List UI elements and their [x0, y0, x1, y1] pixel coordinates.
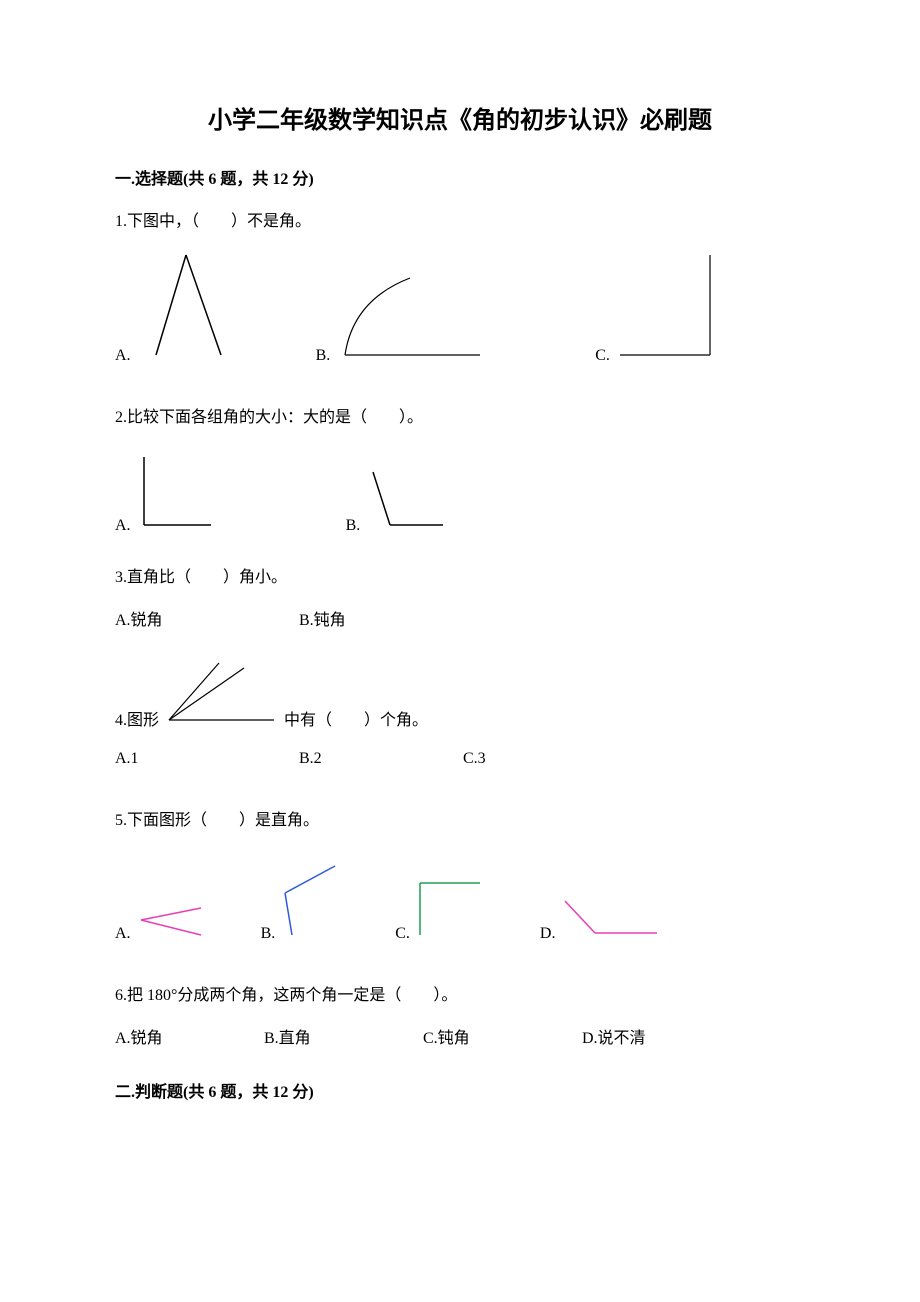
q4-row: 4.图形 中有（ ）个角。: [115, 660, 805, 730]
q5-option-d: D.: [540, 898, 661, 943]
q6-optB: B.直角: [264, 1024, 419, 1048]
q6-options: A.锐角 B.直角 C.钝角 D.说不清: [115, 1024, 805, 1048]
q1a-icon: [136, 250, 236, 365]
q4-icon: [164, 660, 279, 730]
q5c-icon: [415, 878, 485, 943]
q3-optB: B.钝角: [299, 606, 346, 630]
q3-optA: A.锐角: [115, 606, 295, 630]
q6-optC: C.钝角: [423, 1024, 578, 1048]
q4-optB: B.2: [299, 750, 459, 768]
section2-header: 二.判断题(共 6 题，共 12 分): [115, 1078, 805, 1102]
q5-text: 5.下面图形（ ）是直角。: [115, 808, 805, 834]
q2a-icon: [136, 455, 216, 535]
q3-text: 3.直角比（ ）角小。: [115, 565, 805, 591]
q5a-icon: [136, 903, 206, 943]
q2b-icon: [365, 470, 445, 535]
q1-option-b: B.: [316, 270, 486, 365]
q2-optA-label: A.: [115, 517, 131, 535]
q1-text: 1.下图中，（ ）不是角。: [115, 209, 805, 235]
q1c-icon: [615, 250, 715, 365]
q1-options: A. B. C.: [115, 250, 805, 365]
q6-optA: A.锐角: [115, 1024, 260, 1048]
q1-optA-label: A.: [115, 347, 131, 365]
q5-option-c: C.: [395, 878, 485, 943]
q5-optD-label: D.: [540, 925, 556, 943]
q1-option-a: A.: [115, 250, 236, 365]
q5-option-a: A.: [115, 903, 206, 943]
q5-optC-label: C.: [395, 925, 410, 943]
q3-options: A.锐角 B.钝角: [115, 606, 805, 630]
q1-optC-label: C.: [595, 347, 610, 365]
q4-options: A.1 B.2 C.3: [115, 750, 805, 768]
q4-prefix: 4.图形: [115, 706, 159, 730]
q2-text: 2.比较下面各组角的大小：大的是（ ）。: [115, 405, 805, 431]
q5-optA-label: A.: [115, 925, 131, 943]
q2-optB-label: B.: [346, 517, 361, 535]
q5-optB-label: B.: [261, 925, 276, 943]
q4-optA: A.1: [115, 750, 295, 768]
q5b-icon: [280, 863, 340, 943]
q6-optD: D.说不清: [582, 1024, 646, 1048]
q4-suffix: 中有（ ）个角。: [284, 706, 428, 730]
section1-header: 一.选择题(共 6 题，共 12 分): [115, 165, 805, 189]
q2-option-a: A.: [115, 455, 216, 535]
q5-options: A. B. C. D.: [115, 863, 805, 943]
page-title: 小学二年级数学知识点《角的初步认识》必刷题: [115, 100, 805, 135]
q1-optB-label: B.: [316, 347, 331, 365]
q5d-icon: [560, 898, 660, 943]
q4-optC: C.3: [463, 750, 486, 768]
q6-text: 6.把 180°分成两个角，这两个角一定是（ ）。: [115, 983, 805, 1009]
q1b-icon: [335, 270, 485, 365]
q5-option-b: B.: [261, 863, 341, 943]
q2-option-b: B.: [346, 470, 446, 535]
q2-options: A. B.: [115, 455, 805, 535]
q1-option-c: C.: [595, 250, 715, 365]
